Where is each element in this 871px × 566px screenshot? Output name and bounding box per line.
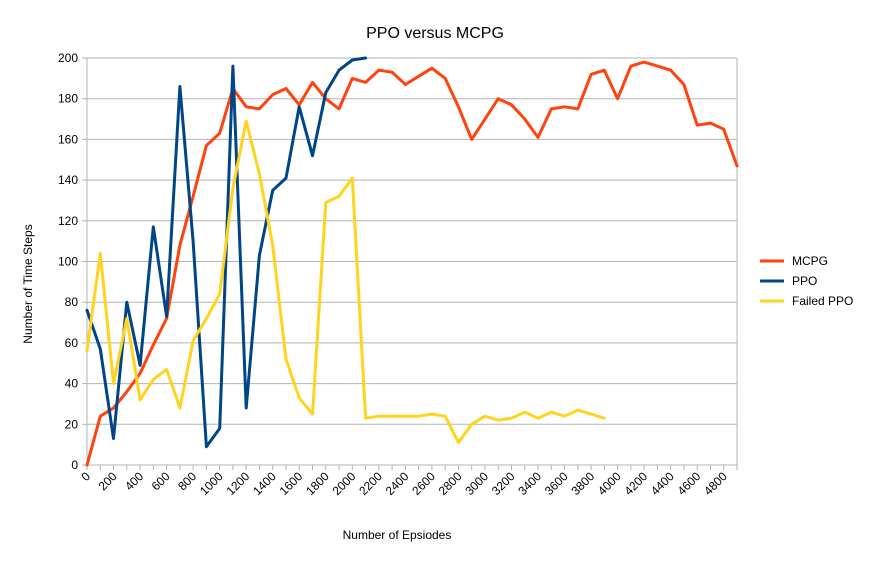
legend-label: PPO (792, 274, 817, 288)
y-tick-label: 200 (58, 51, 78, 65)
y-tick-label: 100 (58, 255, 78, 269)
x-axis-label: Number of Epsiodes (343, 528, 452, 542)
x-tick-label: 2600 (409, 469, 438, 498)
x-tick-label: 1600 (277, 469, 306, 498)
y-tick-label: 20 (65, 417, 79, 431)
y-tick-label: 160 (58, 132, 78, 146)
x-tick-label: 4000 (595, 469, 624, 498)
series-line-failed-ppo (85, 119, 606, 445)
x-tick-label: 1800 (303, 469, 332, 498)
series-layer (85, 56, 739, 467)
y-tick-label: 0 (71, 458, 78, 472)
x-tick-label: 3800 (568, 469, 597, 498)
legend: MCPG PPO Failed PPO (760, 254, 853, 308)
x-tick-label: 2200 (356, 469, 385, 498)
x-tick-label: 4400 (648, 469, 677, 498)
y-tick-label: 140 (58, 173, 78, 187)
x-tick-label: 3600 (542, 469, 571, 498)
x-tick-label: 4200 (621, 469, 650, 498)
x-tick-label: 4600 (675, 469, 704, 498)
x-tick-label: 1400 (250, 469, 279, 498)
x-tick-label: 3400 (515, 469, 544, 498)
x-tick-label: 3000 (462, 469, 491, 498)
y-tick-labels: 0 20 40 60 80 100 120 140 160 180 200 (58, 51, 78, 472)
legend-label: MCPG (792, 254, 828, 268)
x-tick-label: 2800 (436, 469, 465, 498)
x-tick-label: 400 (122, 469, 146, 493)
y-tick-label: 60 (65, 336, 79, 350)
y-tick-label: 180 (58, 92, 78, 106)
x-tick-label: 0 (78, 469, 93, 484)
y-tick-label: 120 (58, 214, 78, 228)
x-tick-label: 2000 (330, 469, 359, 498)
x-tick-label: 4800 (701, 469, 730, 498)
x-tick-label: 600 (149, 469, 173, 493)
x-tick-label: 800 (175, 469, 199, 493)
axes (86, 58, 738, 470)
x-tick-label: 1000 (197, 469, 226, 498)
x-tick-label: 2400 (383, 469, 412, 498)
legend-label: Failed PPO (792, 294, 853, 308)
y-axis-label: Number of Time Steps (21, 224, 35, 343)
y-tick-label: 40 (65, 377, 79, 391)
x-tick-label: 1200 (224, 469, 253, 498)
series-line-mcpg (85, 60, 739, 467)
x-tick-label: 200 (96, 469, 120, 493)
x-tick-label: 3200 (489, 469, 518, 498)
chart-title: PPO versus MCPG (366, 25, 504, 42)
x-tick-labels: 0 200 400 600 800100012001400160018002000220… (78, 469, 730, 498)
y-tick-label: 80 (65, 295, 79, 309)
